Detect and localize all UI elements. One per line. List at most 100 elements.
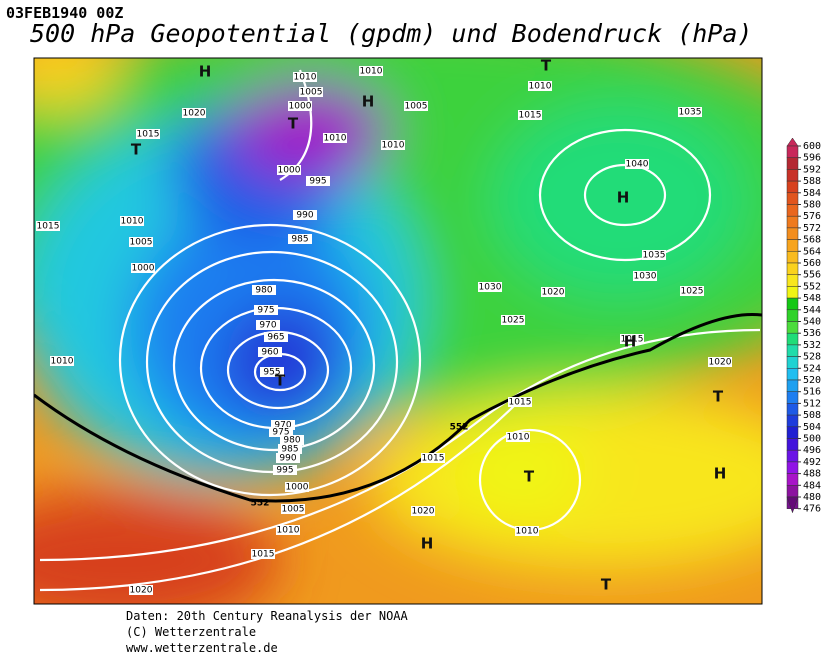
isobar-label: 1015 [137,130,160,140]
isobar-label: 1030 [634,272,657,282]
colorbar-box [786,169,799,182]
label-box [129,585,153,595]
isobar-label: 1005 [282,505,305,515]
isobar-label: 1005 [300,88,323,98]
isobar-label: 1015 [252,550,275,560]
isobar-label: 1015 [621,335,644,345]
colorbar-label: 564 [803,246,821,257]
isobar-label: 1005 [405,102,428,112]
colorbar-box [786,403,799,416]
label-box [293,72,317,82]
label-box [271,420,295,430]
isobar-label: 1000 [289,102,312,112]
label-box [258,347,282,357]
label-box [381,140,405,150]
colorbar-box [786,192,799,205]
label-box [411,506,435,516]
date: 03FEB1940 00Z [6,4,123,22]
colorbar-box [786,344,799,357]
label-box [120,216,144,226]
isobar-label: 1040 [626,160,649,170]
isobar-label: 1010 [516,527,539,537]
label-box [131,263,155,273]
label-box [264,332,288,342]
label-box [478,282,502,292]
colorbar-box [786,379,799,392]
label-box [254,305,278,315]
pressure-center: T [288,115,299,133]
contour-552 [34,312,762,503]
isobar-label: 1020 [412,507,435,517]
colorbar-box [786,251,799,264]
colorbar-box [786,145,799,158]
colorbar-box [786,309,799,322]
colorbar-box [786,356,799,369]
colorbar-label: 588 [803,176,821,187]
colorbar-box [786,180,799,194]
label-box [506,432,530,442]
colorbar-cap [786,496,799,514]
colorbar-label: 512 [803,398,821,409]
isobar-label: 1035 [643,251,666,261]
colorbar-label: 592 [803,164,821,175]
isobar-label: 1015 [519,111,542,121]
label-box [280,435,304,445]
label-box [678,107,702,117]
isobar-label: 1010 [294,73,317,83]
colorbar-label: 572 [803,223,821,234]
colorbar-label: 584 [803,188,821,199]
label-box [359,66,383,76]
label-box [277,165,301,175]
label-box [50,356,74,366]
label-box [323,133,347,143]
isobar-label: 985 [281,445,298,455]
colorbar-label: 548 [803,293,821,304]
colorbar-box [786,321,799,334]
colorbar-label: 556 [803,270,821,281]
pressure-center: T [131,141,142,159]
pressure-center: H [421,535,434,553]
colorbar-label: 552 [803,281,821,292]
colorbar-box [786,426,799,439]
isobar-label: 970 [274,421,291,431]
contour-label: 552 [450,423,469,433]
colorbar-box [786,438,799,451]
colorbar-box [786,215,799,229]
colorbar-label: 540 [803,317,821,328]
colorbar-label: 524 [803,363,821,374]
label-box [136,129,160,139]
label-box [306,176,330,186]
labels: 1010101010051000101010101005100099599098… [36,57,732,596]
pressure-center: H [617,189,630,207]
colorbar-label: 488 [803,469,821,480]
pressure-center: T [601,576,612,594]
pressure-center: H [199,63,212,81]
colorbar-label: 580 [803,200,821,211]
pressure-center: T [541,57,552,75]
isobar-label: 1020 [183,109,206,119]
isobar-label: 960 [261,348,278,358]
contour-label: 552 [251,499,270,509]
colorbar-box [786,485,799,498]
label-box [515,526,539,536]
colorbar-box [786,286,799,299]
isobar-label: 965 [267,333,284,343]
colorbar-cap [786,137,799,147]
label-box [269,427,293,437]
isobar-label: 990 [296,211,313,221]
isobar-label: 955 [263,368,280,378]
colorbar-label: 528 [803,352,821,363]
colorbar-label: 480 [803,492,821,503]
isobar-label: 990 [279,454,296,464]
isobar-label: 975 [257,306,274,316]
isobar-label: 980 [283,436,300,446]
isobar-label: 1030 [479,283,502,293]
colorbar-box [786,227,799,240]
label-box [288,234,312,244]
isobar-label: 1010 [277,526,300,536]
label-box [256,320,280,330]
label-box [680,286,704,296]
isobar-label: 1020 [542,288,565,298]
label-box [299,87,323,97]
